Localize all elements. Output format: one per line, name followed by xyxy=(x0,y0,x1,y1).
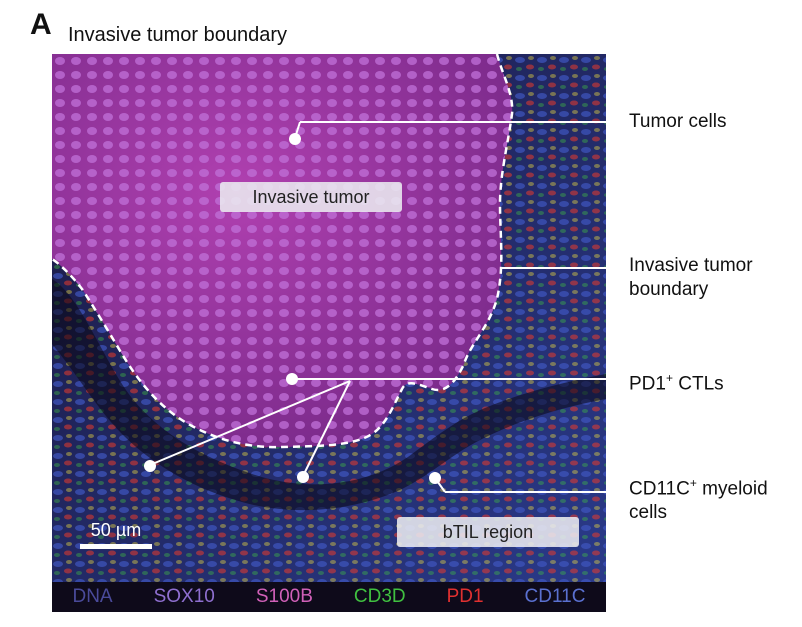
scale-bar-label: 50 µm xyxy=(90,520,142,540)
micrograph-drawing xyxy=(52,54,606,582)
callout-cd11c-line2: cells xyxy=(629,502,668,524)
callout-pd1-sup: + xyxy=(665,371,673,385)
callout-cd11c-myeloid: CD11C+ myeloid cells xyxy=(629,471,801,525)
tumor-nuclei xyxy=(52,54,513,448)
callout-cd11c-sup: + xyxy=(689,476,697,490)
legend-item-cd3d: CD3D xyxy=(353,586,406,607)
legend-item-dna: DNA xyxy=(72,586,113,607)
callout-cd11c-rest: myeloid xyxy=(696,478,768,500)
scale-bar-line xyxy=(80,544,152,549)
callout-pd1-main: PD1 xyxy=(629,373,666,395)
legend-item-s100b: S100B xyxy=(255,586,313,607)
legend-item-pd1: PD1 xyxy=(446,586,484,607)
callout-cd11c-main: CD11C xyxy=(629,478,690,500)
legend-item-sox10: SOX10 xyxy=(153,586,215,607)
scale-bar: 50 µm xyxy=(80,520,152,549)
callout-pd1-ctls: PD1+ CTLs xyxy=(629,366,724,396)
channel-legend: DNA SOX10 S100B CD3D PD1 CD11C xyxy=(52,582,606,612)
btil-region-label: bTIL region xyxy=(397,517,579,547)
legend-item-cd11c: CD11C xyxy=(524,586,586,607)
invasive-tumor-label: Invasive tumor xyxy=(220,182,402,212)
callout-pd1-rest: CTLs xyxy=(672,373,724,395)
panel-letter: A xyxy=(30,8,52,41)
callout-tumor-cells: Tumor cells xyxy=(629,111,727,132)
panel-title: Invasive tumor boundary xyxy=(68,24,288,46)
micrograph-image: Invasive tumor bTIL region 50 µm xyxy=(52,54,606,582)
invasive-tumor-boundary-line xyxy=(52,54,514,449)
callout-boundary-line1: Invasive tumor xyxy=(629,255,753,276)
callout-invasive-tumor-boundary: Invasive tumor boundary xyxy=(629,254,799,302)
callout-boundary-line2: boundary xyxy=(629,279,709,300)
